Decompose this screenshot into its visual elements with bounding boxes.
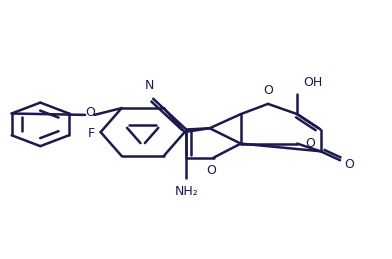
Text: OH: OH: [303, 76, 322, 89]
Text: N: N: [145, 78, 154, 92]
Text: O: O: [344, 157, 354, 171]
Text: O: O: [263, 84, 273, 97]
Text: F: F: [88, 127, 95, 140]
Text: O: O: [305, 137, 315, 150]
Text: NH₂: NH₂: [174, 185, 198, 198]
Text: O: O: [85, 106, 95, 119]
Text: O: O: [207, 164, 216, 177]
